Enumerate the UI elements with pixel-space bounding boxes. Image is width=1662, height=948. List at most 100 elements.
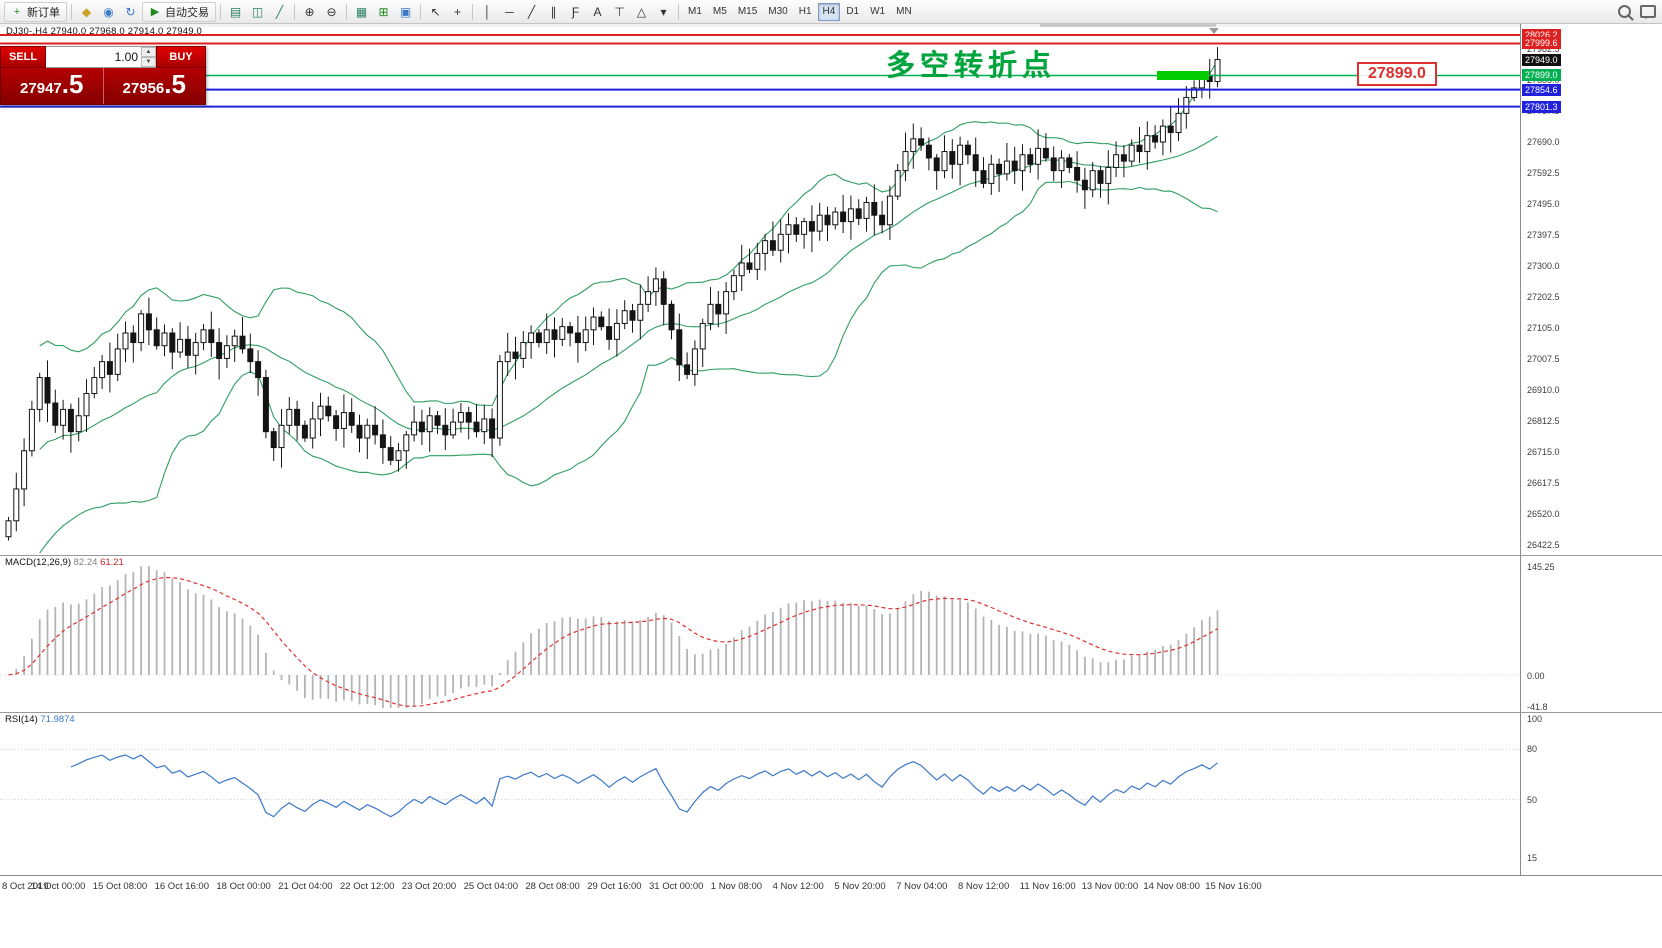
timeframe-h1-button[interactable]: H1 <box>794 3 817 21</box>
time-axis-label: 18 Oct 00:00 <box>216 881 271 892</box>
toolbar-separator <box>678 3 679 20</box>
cursor-icon[interactable]: ↖ <box>425 2 446 22</box>
volume-down-icon[interactable]: ▼ <box>141 57 156 67</box>
timeframe-mn-button[interactable]: MN <box>891 3 917 21</box>
timeframe-m1-button[interactable]: M1 <box>683 3 707 21</box>
volume-field[interactable]: 1.00 ▲ ▼ <box>46 46 156 68</box>
time-axis-label: 23 Oct 20:00 <box>401 881 457 892</box>
price-level-badge: 27801.3 <box>1522 100 1561 113</box>
horizontal-line-icon[interactable]: ─ <box>499 2 520 22</box>
sell-button[interactable]: SELL <box>0 46 46 68</box>
fibonacci-icon[interactable]: Ƒ <box>565 2 586 22</box>
timeframe-m30-button[interactable]: M30 <box>763 3 792 21</box>
sell-price-pips: .5 <box>61 69 84 99</box>
macd-main-value: 82.24 <box>73 557 98 568</box>
time-axis-label: 13 Nov 00:00 <box>1081 881 1139 892</box>
text-icon[interactable]: A <box>587 2 608 22</box>
shapes-icon[interactable]: △ <box>631 2 652 22</box>
buy-button[interactable]: BUY <box>156 46 206 68</box>
rsi-axis-tick: 15 <box>1527 853 1538 863</box>
label-icon[interactable]: ⊤ <box>609 2 630 22</box>
rsi-panel-label: RSI(14) 71.9874 <box>5 714 75 725</box>
rsi-axis-tick: 100 <box>1527 714 1543 724</box>
refresh-icon[interactable]: ↻ <box>120 2 141 22</box>
macd-axis-tick: -41.8 <box>1527 702 1548 712</box>
price-tick-label: 27495.0 <box>1527 199 1560 210</box>
price-tick-label: 27690.0 <box>1527 137 1560 147</box>
time-axis-label: 7 Nov 04:00 <box>896 881 948 892</box>
autotrading-button[interactable]: ▶ 自动交易 <box>142 1 216 22</box>
chart-scrollbar-handle[interactable] <box>1040 24 1216 27</box>
indicators-icon[interactable]: ⊞ <box>373 2 394 22</box>
community-icon[interactable]: ◉ <box>98 2 119 22</box>
one-click-trading-panel: SELL 1.00 ▲ ▼ BUY 27947 .5 27956 .5 <box>0 46 206 105</box>
price-tick-label: 26422.5 <box>1527 540 1560 551</box>
vertical-line-icon[interactable]: │ <box>477 2 498 22</box>
price-tick-label: 27397.5 <box>1527 230 1560 241</box>
time-axis-label: 1 Nov 08:00 <box>710 881 763 892</box>
volume-up-icon[interactable]: ▲ <box>141 47 156 57</box>
price-level-badge: 27999.6 <box>1522 37 1561 50</box>
panel-frame <box>0 24 1662 876</box>
volume-value[interactable]: 1.00 <box>114 50 138 64</box>
sell-price[interactable]: 27947 .5 <box>1 68 103 104</box>
trendline-icon[interactable]: ╱ <box>521 2 542 22</box>
time-axis-label: 16 Oct 16:00 <box>154 881 209 892</box>
chat-icon <box>1639 5 1656 19</box>
rsi-panel <box>0 748 1520 818</box>
time-axis-label: 11 Nov 16:00 <box>1019 881 1076 892</box>
toolbar: + 新订单 ◆ ◉ ↻ ▶ 自动交易 ▤ ◫ ╱ ⊕ ⊖ ▦ ⊞ ▣ ↖ + │ ─ ╱ ∥ Ƒ A ⊤ △ ▾ M1 M5 M15 M3… <box>0 0 1662 24</box>
templates-icon[interactable]: ▣ <box>395 2 416 22</box>
bid-price-badge: 27949.0 <box>1522 53 1561 66</box>
timeframe-h4-button[interactable]: H4 <box>817 2 841 21</box>
toolbar-separator <box>346 3 347 20</box>
tile-windows-icon[interactable]: ▦ <box>351 2 372 22</box>
price-level-badge: 27899.0 <box>1522 69 1561 82</box>
time-axis-label: 4 Nov 12:00 <box>772 881 824 892</box>
new-order-button[interactable]: + 新订单 <box>4 1 67 22</box>
shapes-dropdown-icon[interactable]: ▾ <box>653 2 674 22</box>
price-flag-label[interactable]: 27899.0 <box>1357 62 1437 86</box>
price-tick-label: 26520.0 <box>1527 509 1560 520</box>
buy-price[interactable]: 27956 .5 <box>102 68 206 104</box>
zoom-in-icon[interactable]: ⊕ <box>299 2 320 22</box>
crosshair-icon[interactable]: + <box>447 2 468 22</box>
time-axis-label: 14 Nov 08:00 <box>1143 881 1200 892</box>
rsi-axis-tick: 80 <box>1527 744 1538 755</box>
bar-chart-icon[interactable]: ▤ <box>225 2 246 22</box>
time-axis-label: 22 Oct 12:00 <box>340 881 395 892</box>
time-axis-label: 8 Nov 12:00 <box>958 881 1010 892</box>
buy-price-main: 27956 <box>122 80 165 97</box>
breakout-zone-rectangle[interactable] <box>1157 71 1209 80</box>
timeframe-m5-button[interactable]: M5 <box>708 3 732 21</box>
price-level-badge: 27854.6 <box>1522 83 1561 96</box>
time-axis-label: 25 Oct 04:00 <box>463 881 518 892</box>
timeframe-d1-button[interactable]: D1 <box>841 3 864 21</box>
price-tick-label: 27202.5 <box>1527 292 1560 303</box>
timeframe-m15-button[interactable]: M15 <box>733 3 762 21</box>
price-tick-label: 26812.5 <box>1527 416 1560 427</box>
chat-icon-button[interactable] <box>1637 2 1658 22</box>
channel-icon[interactable]: ∥ <box>543 2 564 22</box>
line-chart-icon[interactable]: ╱ <box>269 2 290 22</box>
zoom-out-icon[interactable]: ⊖ <box>321 2 342 22</box>
toolbar-items: + 新订单 ◆ ◉ ↻ ▶ 自动交易 ▤ ◫ ╱ ⊕ ⊖ ▦ ⊞ ▣ ↖ + │ ─ ╱ ∥ Ƒ A ⊤ △ ▾ M1 M5 M15 M3… <box>4 1 917 22</box>
price-tick-label: 27592.5 <box>1527 168 1560 179</box>
chart-shift-marker[interactable] <box>1209 28 1219 34</box>
turning-point-annotation[interactable]: 多空转折点 <box>886 50 1057 82</box>
mql5-market-icon[interactable]: ◆ <box>76 2 97 22</box>
horizontal-level-lines[interactable] <box>0 34 1520 108</box>
time-axis-label: 29 Oct 16:00 <box>587 881 642 892</box>
search-icon-button[interactable] <box>1614 2 1635 22</box>
macd-axis-tick: 145.25 <box>1527 562 1555 572</box>
macd-axis-tick: 0.00 <box>1527 671 1545 681</box>
timeframe-w1-button[interactable]: W1 <box>865 3 890 21</box>
candlestick-chart-icon[interactable]: ◫ <box>247 2 268 22</box>
time-axis-label: 31 Oct 00:00 <box>649 881 704 892</box>
toolbar-separator <box>294 3 295 20</box>
chart-scrollbar[interactable] <box>0 24 1520 27</box>
rsi-value: 71.9874 <box>40 714 75 725</box>
price-tick-label: 26617.5 <box>1527 478 1560 489</box>
